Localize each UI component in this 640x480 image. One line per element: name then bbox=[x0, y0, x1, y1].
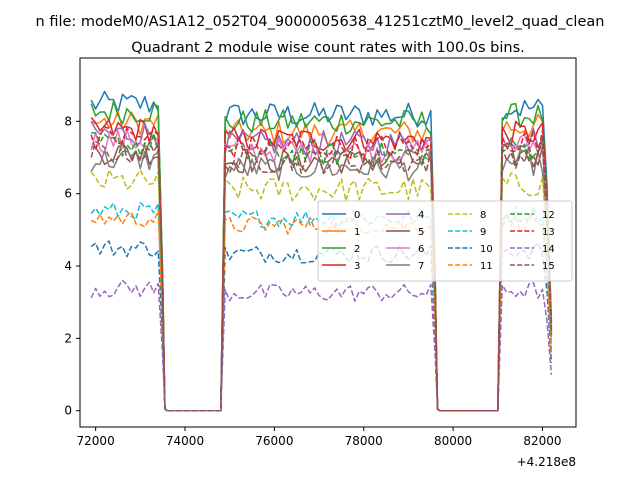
series-line-14 bbox=[90, 279, 553, 412]
y-tick-label: 2 bbox=[64, 331, 72, 345]
legend-label-1: 1 bbox=[354, 227, 360, 238]
x-tick-label: 82000 bbox=[523, 434, 561, 448]
legend-label-10: 10 bbox=[480, 244, 493, 255]
legend-label-11: 11 bbox=[480, 261, 493, 272]
x-tick-label: 74000 bbox=[166, 434, 204, 448]
legend-label-9: 9 bbox=[480, 227, 486, 238]
x-tick-label: 72000 bbox=[77, 434, 115, 448]
series-layer bbox=[90, 90, 553, 412]
legend-label-13: 13 bbox=[542, 227, 555, 238]
legend-label-15: 15 bbox=[542, 261, 555, 272]
legend-label-6: 6 bbox=[418, 244, 424, 255]
legend-label-2: 2 bbox=[354, 244, 360, 255]
x-offset-label: +4.218e8 bbox=[517, 455, 576, 469]
legend-label-7: 7 bbox=[418, 261, 424, 272]
legend-label-5: 5 bbox=[418, 227, 424, 238]
legend-box bbox=[317, 200, 573, 282]
x-tick-label: 78000 bbox=[345, 434, 383, 448]
y-tick-label: 6 bbox=[64, 187, 72, 201]
series-line-15 bbox=[90, 139, 553, 412]
series-line-13 bbox=[90, 126, 553, 412]
legend-label-0: 0 bbox=[354, 210, 360, 221]
y-tick-label: 4 bbox=[64, 259, 72, 273]
legend-label-14: 14 bbox=[542, 244, 555, 255]
y-tick-label: 0 bbox=[64, 404, 72, 418]
plot-frame bbox=[79, 57, 577, 428]
y-tick-label: 8 bbox=[64, 114, 72, 128]
legend-label-3: 3 bbox=[354, 261, 360, 272]
chart-title: Quadrant 2 module wise count rates with … bbox=[131, 40, 525, 56]
legend-label-4: 4 bbox=[418, 210, 424, 221]
x-axis: 72000 74000 76000 78000 80000 82000 bbox=[77, 427, 562, 448]
x-tick-label: 76000 bbox=[255, 434, 293, 448]
x-tick-label: 80000 bbox=[434, 434, 472, 448]
legend-label-8: 8 bbox=[480, 210, 486, 221]
legend-label-12: 12 bbox=[542, 210, 555, 221]
figure-suptitle: n file: modeM0/AS1A12_052T04_9000005638_… bbox=[36, 14, 605, 30]
y-axis: 0 2 4 6 8 bbox=[64, 114, 80, 418]
